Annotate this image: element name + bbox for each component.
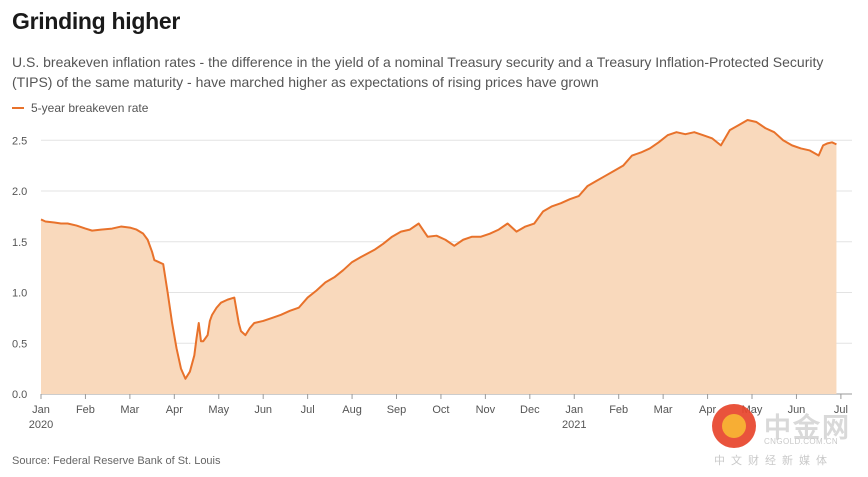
y-tick-label: 1.0 [12, 288, 27, 300]
x-tick-label: Jan [32, 404, 50, 416]
series-line [40, 119, 837, 380]
x-tick-label: Feb [609, 404, 628, 416]
x-tick-label: May [208, 404, 229, 416]
x-tick-label: Mar [654, 404, 673, 416]
x-year-label: 2021 [562, 419, 586, 431]
legend-line-swatch [12, 107, 24, 109]
watermark-name: 中金网 [764, 413, 851, 443]
x-tick-label: Sep [387, 404, 407, 416]
x-tick-label: Dec [520, 404, 540, 416]
x-year-label: 2020 [29, 419, 53, 431]
x-tick-label: Jun [254, 404, 272, 416]
watermark-subtitle: 中文财经新媒体 [714, 455, 833, 467]
x-tick-label: Nov [476, 404, 496, 416]
chart-title: Grinding higher [12, 8, 180, 34]
y-tick-label: 2.0 [12, 186, 27, 198]
x-tick-label: Oct [432, 404, 449, 416]
x-tick-label: Apr [166, 404, 183, 416]
x-tick-label: Feb [76, 404, 95, 416]
chart-legend: 5-year breakeven rate [12, 101, 148, 115]
x-tick-label: Jul [301, 404, 315, 416]
chart-source: Source: Federal Reserve Bank of St. Loui… [12, 455, 221, 467]
chart-subtitle: U.S. breakeven inflation rates - the dif… [12, 54, 824, 90]
x-tick-label: Aug [342, 404, 362, 416]
watermark-url: CNGOLD.COM.CN [764, 437, 839, 446]
cngold-logo-icon [712, 404, 756, 448]
cngold-watermark: 中金网 CNGOLD.COM.CN 中文财经新媒体 [712, 404, 862, 468]
x-tick-label: Jul [834, 404, 848, 416]
area-fill [41, 120, 837, 394]
x-tick-label: Mar [120, 404, 139, 416]
y-tick-label: 2.5 [12, 135, 27, 147]
y-tick-label: 0.5 [12, 338, 27, 350]
x-tick-label: Jun [788, 404, 806, 416]
y-tick-label: 0.0 [12, 389, 27, 401]
x-tick-label: Apr [699, 404, 716, 416]
y-tick-label: 1.5 [12, 237, 27, 249]
x-tick-label: Jan [565, 404, 583, 416]
legend-label: 5-year breakeven rate [31, 101, 149, 115]
